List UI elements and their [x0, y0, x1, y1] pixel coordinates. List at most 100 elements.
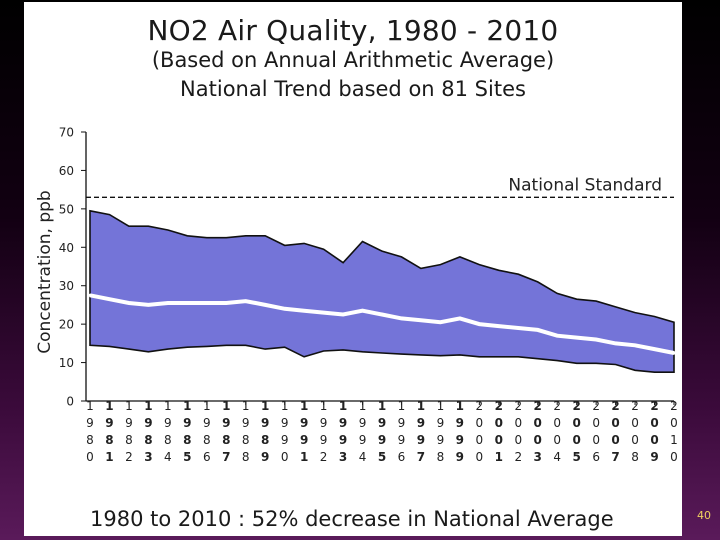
x-tick-digit: 9: [164, 416, 172, 430]
x-tick-digit: 0: [514, 433, 522, 447]
footer-summary: 1980 to 2010 : 52% decrease in National …: [90, 507, 614, 531]
y-tick-labels: 0 10 20 30 40 50 60 70: [59, 126, 86, 409]
x-tick-digit: 1: [417, 399, 425, 413]
x-tick-digit: 9: [281, 416, 289, 430]
x-tick-digit: 1: [437, 399, 445, 413]
x-tick-digit: 2: [320, 450, 328, 464]
x-tick-digit: 0: [631, 416, 639, 430]
average-point-1999: [458, 316, 462, 320]
x-tick-digit: 0: [476, 450, 484, 464]
x-tick-digit: 4: [164, 450, 172, 464]
x-tick-digit: 5: [378, 450, 386, 464]
x-tick-digit: 9: [281, 433, 289, 447]
x-tick-digit: 0: [611, 433, 619, 447]
national-standard-label: National Standard: [508, 175, 662, 195]
x-tick-digit: 9: [378, 416, 386, 430]
x-tick-digit: 9: [300, 416, 308, 430]
x-tick-digit: 1: [105, 399, 113, 413]
x-tick-digit: 1: [261, 399, 269, 413]
x-tick-digit: 1: [242, 399, 250, 413]
x-tick-digit: 9: [125, 416, 133, 430]
national-standard-reference: National Standard: [86, 175, 674, 198]
x-tick-digit: 1: [495, 450, 503, 464]
average-point-1996: [399, 316, 404, 320]
x-tick-digit: 8: [203, 433, 211, 447]
x-tick-digit: 9: [359, 433, 367, 447]
x-tick-digit: 8: [261, 433, 269, 447]
y-tick-label: 0: [66, 395, 74, 409]
x-tick-digit: 0: [281, 450, 289, 464]
x-tick-digit: 4: [553, 450, 561, 464]
x-tick-digit: 8: [631, 450, 639, 464]
average-point-1982: [127, 301, 131, 305]
x-tick-digit: 1: [105, 450, 113, 464]
x-tick-digit: 9: [456, 433, 464, 447]
x-tick-digit: 2: [514, 450, 522, 464]
x-tick-digit: 0: [476, 433, 484, 447]
x-tick-digit: 9: [456, 416, 464, 430]
x-tick-digit: 9: [261, 416, 269, 430]
x-tick-digit: 0: [495, 416, 503, 430]
x-tick-digit: 9: [183, 416, 191, 430]
x-tick-digit: 1: [359, 399, 367, 413]
average-point-1980: [88, 293, 92, 297]
x-tick-digit: 8: [242, 450, 250, 464]
percentile-band: [89, 209, 675, 373]
average-point-1991: [302, 309, 306, 313]
x-tick-digit: 2: [572, 399, 580, 413]
x-tick-digit: 2: [611, 399, 619, 413]
x-tick-digit: 8: [125, 433, 133, 447]
x-tick-digit: 3: [144, 450, 152, 464]
x-tick-digit: 1: [86, 399, 94, 413]
x-tick-digit: 1: [339, 399, 347, 413]
x-tick-digit: 1: [300, 450, 308, 464]
chart-subtitle: (Based on Annual Arithmetic Average): [151, 48, 555, 72]
average-point-1984: [166, 301, 170, 305]
average-point-1981: [107, 297, 112, 301]
y-tick-label: 30: [59, 279, 74, 293]
x-tick-digit: 9: [86, 416, 94, 430]
x-tick-digit: 0: [572, 433, 580, 447]
average-point-2010: [672, 351, 676, 355]
y-tick-label: 60: [59, 164, 74, 178]
x-tick-digit: 7: [417, 450, 425, 464]
x-tick-digit: 0: [534, 416, 542, 430]
chart-title: NO2 Air Quality, 1980 - 2010: [147, 14, 559, 47]
average-point-1985: [185, 301, 189, 305]
percentile-band-area: [89, 209, 675, 373]
x-tick-digit: 0: [592, 433, 600, 447]
average-point-1993: [341, 312, 345, 317]
x-tick-digit: 6: [203, 450, 211, 464]
x-tick-digit: 2: [670, 399, 678, 413]
x-tick-digit: 5: [572, 450, 580, 464]
y-tick-label: 70: [59, 126, 74, 140]
x-tick-digit: 8: [437, 450, 445, 464]
average-point-1994: [360, 309, 365, 313]
x-tick-digit: 0: [572, 416, 580, 430]
average-point-2001: [497, 324, 501, 328]
x-tick-digit: 2: [476, 399, 484, 413]
x-tick-digit: 6: [592, 450, 600, 464]
x-tick-digit: 3: [339, 450, 347, 464]
average-point-2009: [652, 347, 657, 351]
y-tick-label: 40: [59, 241, 74, 255]
x-tick-digit: 1: [670, 433, 678, 447]
x-tick-digit: 2: [631, 399, 639, 413]
x-tick-digit: 0: [631, 433, 639, 447]
x-tick-digit: 3: [534, 450, 542, 464]
x-tick-digit: 1: [125, 399, 133, 413]
